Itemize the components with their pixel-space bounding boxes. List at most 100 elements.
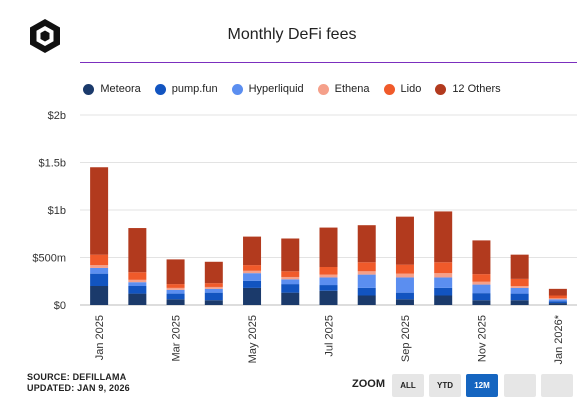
bar-segment bbox=[204, 286, 223, 289]
x-tick-label: Jan 2026* bbox=[553, 314, 565, 364]
bar-segment bbox=[510, 287, 529, 294]
legend-dot-lido bbox=[383, 83, 395, 95]
bar-segment bbox=[243, 280, 262, 288]
bar-segment bbox=[434, 295, 453, 305]
y-tick-label: $0 bbox=[54, 300, 66, 312]
bar-segment bbox=[548, 288, 567, 296]
legend-dot-pump-fun bbox=[154, 83, 166, 95]
bar-segment bbox=[319, 274, 338, 278]
bar-segment bbox=[319, 277, 338, 286]
bar-segment bbox=[166, 289, 185, 294]
zoom-label: ZOOM bbox=[352, 378, 385, 390]
bar-segment bbox=[357, 262, 376, 272]
bar-segment bbox=[548, 295, 567, 299]
bar-segment bbox=[548, 301, 567, 304]
bar-segment bbox=[243, 270, 262, 274]
bar-segment bbox=[548, 299, 567, 302]
fees-chart: $0 $500m $1b $1.5b $2b Jan 2025 Mar 2025 May 20… bbox=[32, 110, 577, 365]
bar-segment bbox=[319, 267, 338, 275]
legend-label-lido: Lido bbox=[400, 83, 422, 95]
bar-segment bbox=[128, 286, 147, 294]
legend-label-hyperliquid: Hyperliquid bbox=[248, 83, 304, 95]
bar-segment bbox=[510, 286, 529, 288]
bar-segment bbox=[434, 277, 453, 288]
bar-segment bbox=[281, 276, 300, 280]
bar-segment bbox=[204, 261, 223, 284]
bar-segment bbox=[434, 287, 453, 296]
bar-segment bbox=[395, 264, 414, 274]
y-tick-label: $2b bbox=[48, 110, 66, 122]
bar-segment bbox=[204, 288, 223, 293]
bar-segment bbox=[243, 236, 262, 266]
zoom-all-button[interactable]: ALL bbox=[392, 374, 424, 397]
bar-segment bbox=[204, 292, 223, 301]
bar-segment bbox=[395, 299, 414, 305]
bar-segment bbox=[472, 240, 491, 275]
page-title: Monthly DeFi fees bbox=[227, 26, 357, 43]
bar-segment bbox=[281, 284, 300, 293]
bar-segment bbox=[472, 300, 491, 305]
legend-label-meteora: Meteora bbox=[100, 83, 141, 95]
x-tick-label: Nov 2025 bbox=[476, 315, 488, 362]
source-text: SOURCE: DEFILLAMA bbox=[27, 372, 127, 382]
bar-segment bbox=[395, 277, 414, 293]
chart-legend: Meteora pump.fun Hyperliquid Ethena Lido… bbox=[0, 83, 584, 95]
x-tick-label: Jan 2025 bbox=[94, 315, 106, 360]
zoom-12m-button[interactable]: 12M bbox=[466, 374, 498, 397]
x-tick-label: Sep 2025 bbox=[400, 315, 412, 362]
legend-item-ethena[interactable]: Ethena bbox=[317, 83, 370, 95]
bar-segment bbox=[90, 254, 109, 266]
bar-segment bbox=[281, 238, 300, 272]
bar-segment bbox=[357, 271, 376, 275]
bar-segment bbox=[204, 300, 223, 305]
bar-segment bbox=[166, 293, 185, 300]
bar-segment bbox=[204, 283, 223, 287]
legend-label-ethena: Ethena bbox=[334, 83, 370, 95]
bar-segment bbox=[510, 293, 529, 301]
bar-segment bbox=[90, 286, 109, 305]
bar-segment bbox=[319, 290, 338, 305]
legend-label-12-others: 12 Others bbox=[452, 83, 501, 95]
legend-dot-meteora bbox=[83, 83, 95, 95]
bar-segment bbox=[90, 265, 109, 268]
bar-segment bbox=[434, 273, 453, 278]
bar-segment bbox=[472, 281, 491, 285]
x-tick-label: May 2025 bbox=[247, 315, 259, 363]
legend-label-pump-fun: pump.fun bbox=[171, 83, 218, 95]
bar-segment bbox=[434, 211, 453, 263]
bar-segment bbox=[281, 292, 300, 305]
bar-segment bbox=[510, 278, 529, 286]
legend-item-meteora[interactable]: Meteora bbox=[83, 83, 141, 95]
chart-footer: SOURCE: DEFILLAMA UPDATED: JAN 9, 2026 bbox=[27, 372, 130, 394]
legend-dot-ethena bbox=[317, 83, 329, 95]
title-divider bbox=[80, 62, 577, 63]
bar-segment bbox=[472, 293, 491, 301]
bar-segment bbox=[128, 228, 147, 273]
zoom-ytd-button[interactable]: YTD bbox=[429, 374, 461, 397]
legend-item-12-others[interactable]: 12 Others bbox=[435, 83, 501, 95]
legend-item-hyperliquid[interactable]: Hyperliquid bbox=[231, 83, 304, 95]
bar-segment bbox=[548, 303, 567, 305]
bar-segment bbox=[357, 295, 376, 305]
bar-segment bbox=[243, 273, 262, 281]
bar-segment bbox=[472, 274, 491, 282]
zoom-button-5[interactable] bbox=[541, 374, 573, 397]
bar-segment bbox=[281, 271, 300, 277]
legend-dot-hyperliquid bbox=[231, 83, 243, 95]
bar-segment bbox=[90, 167, 109, 255]
bar-segment bbox=[357, 274, 376, 288]
bar-segment bbox=[319, 227, 338, 267]
bar-segment bbox=[548, 298, 567, 300]
bar-segment bbox=[128, 272, 147, 280]
x-tick-label: Mar 2025 bbox=[171, 315, 183, 361]
y-tick-label: $1.5b bbox=[38, 158, 66, 170]
bar-segment bbox=[243, 265, 262, 271]
zoom-button-4[interactable] bbox=[504, 374, 536, 397]
bar-segment bbox=[319, 285, 338, 291]
legend-item-pump-fun[interactable]: pump.fun bbox=[154, 83, 218, 95]
bar-segment bbox=[357, 287, 376, 296]
legend-item-lido[interactable]: Lido bbox=[383, 83, 422, 95]
bar-segment bbox=[395, 273, 414, 278]
bar-segment bbox=[281, 279, 300, 285]
bar-segment bbox=[90, 273, 109, 286]
